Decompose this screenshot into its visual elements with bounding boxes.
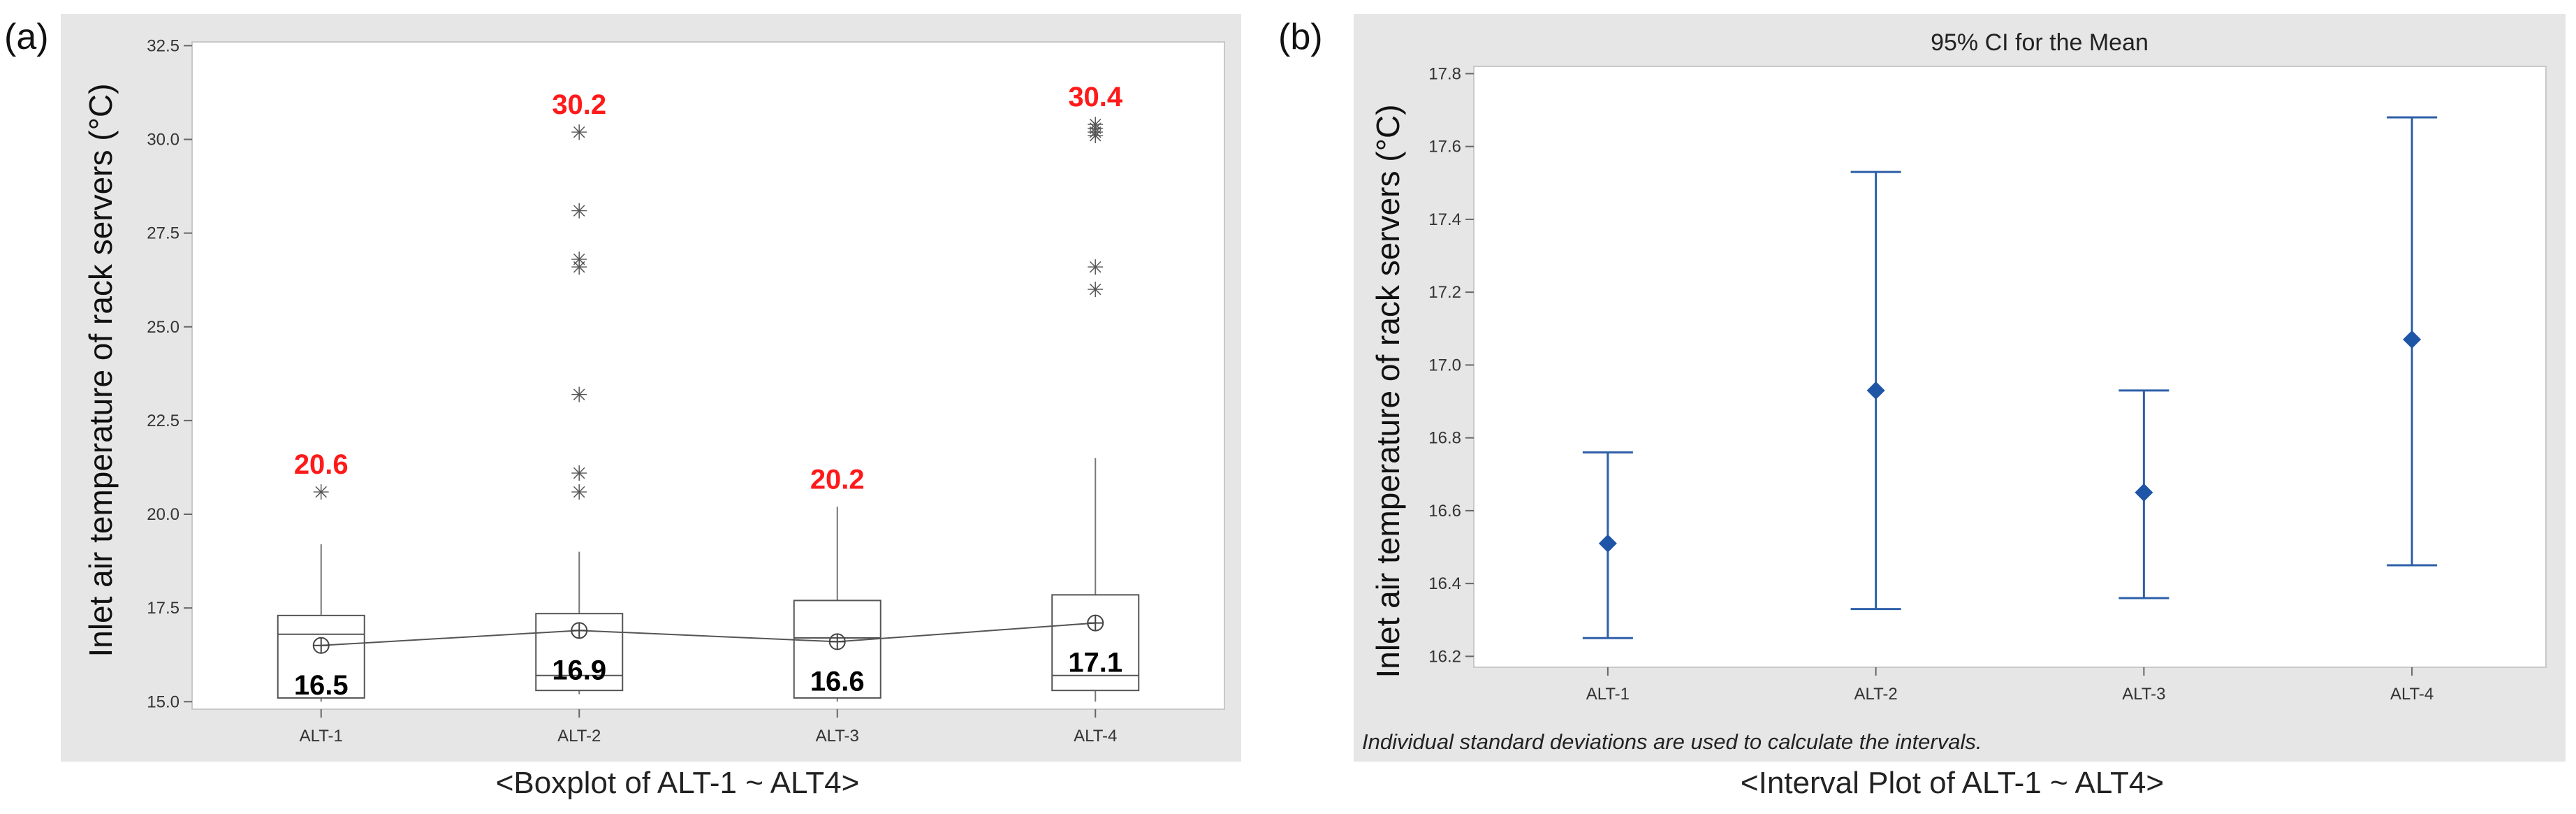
y-tick-label: 17.2 — [1428, 283, 1461, 302]
mean-value-label: 16.5 — [294, 670, 349, 701]
mean-point — [2403, 330, 2422, 349]
mean-point — [1598, 534, 1617, 553]
max-value-label: 20.2 — [810, 464, 865, 495]
y-tick-label: 17.4 — [1428, 210, 1461, 229]
y-tick-label: 16.4 — [1428, 574, 1461, 593]
boxplot-annotations: 20.6 16.5 30.2 16.9 20.2 16.6 30.4 17.1 — [294, 82, 1123, 701]
boxplot-boxes: ✳ ✳✳✳✳✳✳✳✳✳✳✳✳✳ — [277, 113, 1140, 702]
mean-point — [2135, 483, 2153, 502]
boxplot-mean-markers — [312, 614, 1104, 654]
boxplot-x-ticks: ALT-1 ALT-2 ALT-3 ALT-4 — [300, 709, 1117, 746]
interval-panel: (b) 95% CI for the Mean Inlet air temper… — [1278, 14, 2566, 800]
interval-title: 95% CI for the Mean — [1931, 29, 2149, 56]
y-tick-label: 30.0 — [147, 130, 180, 149]
outlier-marker: ✳ — [1087, 278, 1104, 303]
iqr-box — [1051, 594, 1140, 692]
iqr-box — [277, 614, 365, 699]
outlier-marker: ✳ — [1087, 113, 1104, 138]
panel-b-label: (b) — [1278, 17, 1323, 57]
outlier-marker: ✳ — [571, 462, 588, 486]
outlier-marker: ✳ — [1087, 117, 1104, 141]
y-tick-label: 22.5 — [147, 412, 180, 430]
interval-plot-area — [1473, 66, 2547, 668]
max-value-label: 30.2 — [552, 89, 606, 120]
x-tick-label: ALT-3 — [2122, 685, 2165, 704]
mean-connect-line — [321, 622, 1096, 646]
interval-footnote: Individual standard deviations are used … — [1362, 729, 1982, 754]
mean-value-label: 17.1 — [1068, 648, 1122, 678]
outlier-marker: ✳ — [571, 481, 588, 505]
outlier-marker: ✳ — [571, 121, 588, 145]
boxplot-y-axis-label: Inlet air temperature of rack servers (°… — [82, 83, 119, 657]
panel-a-label: (a) — [4, 17, 49, 57]
x-tick-label: ALT-2 — [1854, 685, 1898, 704]
y-tick-label: 15.0 — [147, 692, 180, 711]
outlier-marker: ✳ — [1087, 124, 1104, 149]
outlier-marker: ✳ — [1087, 121, 1104, 145]
interval-y-ticks: 16.2 16.4 16.6 16.8 17.0 17.2 17.4 17.6 17.8 — [1428, 64, 1474, 666]
x-tick-label: ALT-1 — [300, 727, 343, 746]
x-tick-label: ALT-2 — [557, 727, 601, 746]
x-tick-label: ALT-3 — [816, 727, 859, 746]
interval-y-axis-label: Inlet air temperature of rack servers (°… — [1370, 104, 1406, 678]
outlier-marker: ✳ — [312, 481, 330, 505]
interval-bars — [1582, 116, 2438, 639]
boxplot-panel: (a) Inlet air temperature of rack server… — [4, 14, 1241, 800]
boxplot-y-ticks: 15.0 17.5 20.0 22.5 25.0 27.5 30.0 32.5 — [147, 36, 192, 711]
y-tick-label: 16.6 — [1428, 502, 1461, 521]
x-tick-label: ALT-1 — [1586, 685, 1630, 704]
outlier-marker: ✳ — [571, 383, 588, 407]
outlier-marker: ✳ — [571, 199, 588, 224]
boxplot-caption: <Boxplot of ALT-1 ~ ALT4> — [496, 766, 860, 800]
y-tick-label: 16.8 — [1428, 429, 1461, 448]
y-tick-label: 25.0 — [147, 318, 180, 337]
max-value-label: 30.4 — [1068, 82, 1123, 112]
y-tick-label: 17.8 — [1428, 64, 1461, 83]
outlier-marker: ✳ — [571, 256, 588, 280]
y-tick-label: 17.6 — [1428, 138, 1461, 157]
x-tick-label: ALT-4 — [1074, 727, 1117, 746]
y-tick-label: 17.0 — [1428, 356, 1461, 375]
max-value-label: 20.6 — [294, 449, 349, 480]
y-tick-label: 16.2 — [1428, 647, 1461, 666]
interval-caption: <Interval Plot of ALT-1 ~ ALT4> — [1741, 766, 2164, 800]
mean-value-label: 16.6 — [810, 666, 865, 697]
outlier-marker: ✳ — [1087, 256, 1104, 280]
y-tick-label: 32.5 — [147, 36, 180, 55]
mean-point — [1866, 381, 1885, 400]
y-tick-label: 27.5 — [147, 224, 180, 243]
outlier-marker: ✳ — [571, 248, 588, 272]
interval-x-ticks: ALT-1 ALT-2 ALT-3 ALT-4 — [1586, 667, 2434, 704]
y-tick-label: 20.0 — [147, 505, 180, 524]
mean-value-label: 16.9 — [552, 655, 606, 685]
y-tick-label: 17.5 — [147, 599, 180, 618]
x-tick-label: ALT-4 — [2390, 685, 2434, 704]
